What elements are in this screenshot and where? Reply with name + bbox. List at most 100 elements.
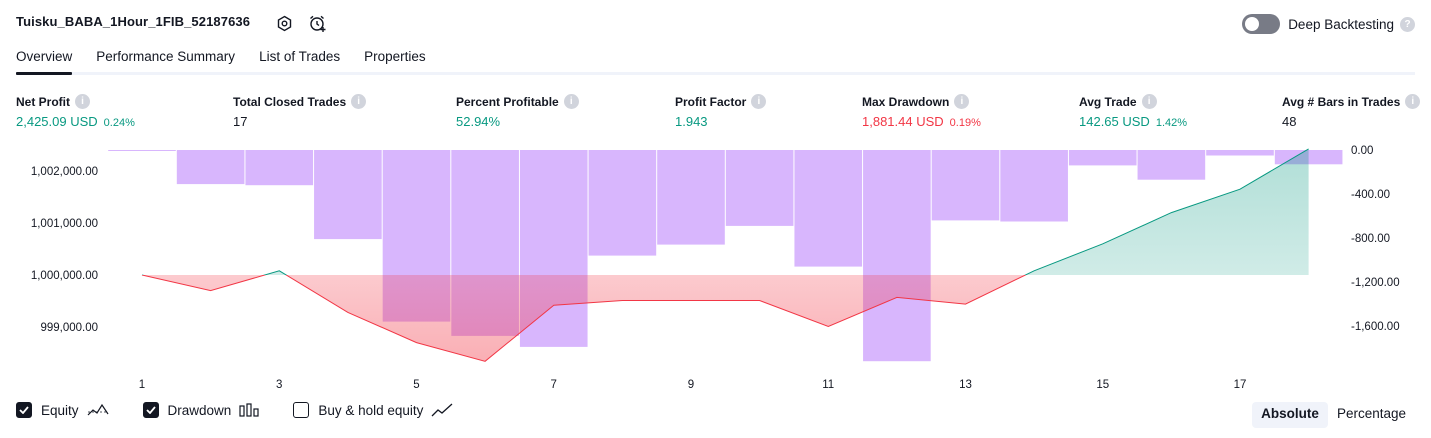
equity-checkbox[interactable]: [16, 402, 32, 418]
drawdown-bar: [314, 150, 382, 240]
metric-label: Total Closed Trades: [233, 94, 347, 109]
buyhold-label: Buy & hold equity: [318, 402, 424, 418]
drawdown-bar: [725, 150, 794, 226]
right-axis-tick: 0.00: [1351, 145, 1373, 157]
help-icon[interactable]: ?: [1400, 16, 1415, 32]
drawdown-bar: [108, 150, 176, 151]
metric-label: Profit Factor: [675, 94, 747, 109]
metric-value: 48: [1282, 114, 1297, 129]
x-axis-tick: 13: [959, 379, 972, 391]
metric-avg-trade: Avg Trade i 142.65 USD 1.42%: [1079, 94, 1187, 129]
bar-chart-icon: [239, 403, 259, 417]
equity-line-down: [141, 275, 1027, 362]
add-alert-icon[interactable]: [308, 14, 327, 33]
left-axis-tick: 1,001,000.00: [31, 218, 98, 230]
drawdown-bar: [176, 150, 245, 185]
settings-icon[interactable]: [276, 15, 293, 32]
metric-value: 17: [233, 114, 248, 129]
metric-label: Percent Profitable: [456, 94, 559, 109]
left-axis-tick: 999,000.00: [40, 322, 98, 334]
info-icon[interactable]: i: [954, 94, 970, 109]
info-icon[interactable]: i: [751, 94, 767, 109]
percentage-button[interactable]: Percentage: [1336, 406, 1406, 421]
drawdown-label: Drawdown: [167, 402, 232, 418]
buyhold-checkbox[interactable]: [293, 402, 310, 418]
right-axis-tick: -1,200.00: [1351, 277, 1400, 289]
info-icon[interactable]: i: [75, 94, 90, 109]
equity-label: Equity: [41, 402, 79, 418]
x-axis-tick: 15: [1096, 379, 1109, 391]
metric-value: 142.65 USD: [1079, 114, 1150, 129]
deep-backtesting-toggle[interactable]: [1242, 14, 1281, 34]
drawdown-bar: [245, 150, 314, 186]
right-axis-tick: -800.00: [1351, 233, 1390, 245]
x-axis-tick: 9: [688, 379, 694, 391]
drawdown-bar: [1274, 150, 1343, 165]
metric-percent: 0.24%: [103, 117, 135, 129]
drawdown-bar: [1137, 150, 1206, 180]
drawdown-bar: [657, 150, 725, 245]
drawdown-bars: [108, 150, 1343, 362]
equity-line-up: [142, 148, 1309, 275]
x-axis-tick: 3: [276, 379, 282, 391]
drawdown-bar: [863, 150, 931, 362]
chart-legend: Equity Drawdown Buy & hold equity: [16, 402, 487, 418]
equity-toggle[interactable]: Equity: [16, 402, 109, 418]
equity-series: [141, 148, 1309, 362]
tab-bar: Overview Performance Summary List of Tra…: [16, 48, 450, 76]
strategy-title: Tuisku_BABA_1Hour_1FIB_52187636: [16, 14, 251, 29]
metric-label: Net Profit: [16, 94, 70, 109]
drawdown-toggle[interactable]: Drawdown: [142, 402, 260, 418]
metric-label: Max Drawdown: [862, 94, 950, 109]
drawdown-bar: [794, 150, 863, 267]
chart-axes: 1,002,000.00 1,001,000.00 1,000,000.00 999,…: [31, 145, 1400, 391]
tab-performance-summary[interactable]: Performance Summary: [96, 49, 236, 64]
metric-value: 52.94%: [456, 114, 501, 129]
equity-line-icon: [87, 403, 109, 417]
right-axis-tick: -1,600.00: [1351, 321, 1400, 333]
value-mode-switch: Absolute Percentage: [1252, 402, 1415, 428]
metric-label: Avg # Bars in Trades: [1282, 94, 1401, 109]
equity-area-down: [142, 275, 1309, 362]
metric-value: 1,881.44 USD: [862, 114, 944, 129]
left-axis-tick: 1,000,000.00: [31, 270, 98, 282]
metric-percent: 0.19%: [949, 117, 981, 129]
tab-overview[interactable]: Overview: [16, 48, 73, 76]
tab-list-of-trades[interactable]: List of Trades: [259, 49, 341, 64]
info-icon[interactable]: i: [1141, 94, 1157, 109]
deep-backtesting-label: Deep Backtesting: [1288, 16, 1394, 32]
left-axis-tick: 1,002,000.00: [31, 166, 98, 178]
metric-percent-profitable: Percent Profitable i 52.94%: [456, 94, 579, 129]
line-chart-icon: [431, 403, 453, 417]
x-axis-tick: 1: [139, 379, 145, 391]
metric-value: 1.943: [675, 114, 708, 129]
drawdown-bar: [588, 150, 657, 256]
info-icon[interactable]: i: [1405, 94, 1421, 109]
right-axis-tick: -400.00: [1351, 189, 1390, 201]
metric-profit-factor: Profit Factor i 1.943: [675, 94, 767, 129]
metric-percent: 1.42%: [1155, 117, 1188, 129]
drawdown-bar: [1206, 150, 1274, 156]
metric-net-profit: Net Profit i 2,425.09 USD 0.24%: [16, 94, 135, 129]
metric-label: Avg Trade: [1079, 94, 1137, 109]
tab-divider: [16, 72, 1415, 75]
drawdown-bar: [1000, 150, 1068, 222]
equity-area-up: [142, 148, 1309, 275]
x-axis-tick: 17: [1234, 379, 1247, 391]
absolute-button[interactable]: Absolute: [1252, 402, 1328, 428]
x-axis-tick: 11: [822, 379, 834, 391]
tab-properties[interactable]: Properties: [364, 49, 426, 64]
metric-total-closed-trades: Total Closed Trades i 17: [233, 94, 367, 129]
metric-value: 2,425.09 USD: [16, 114, 98, 129]
metric-avg-bars: Avg # Bars in Trades i 48: [1282, 94, 1421, 129]
info-icon[interactable]: i: [351, 94, 367, 109]
deep-backtesting-control: Deep Backtesting ?: [1242, 14, 1415, 34]
drawdown-bar: [931, 150, 1000, 221]
drawdown-bar: [1068, 150, 1137, 166]
buyhold-toggle[interactable]: Buy & hold equity: [293, 402, 453, 418]
equity-drawdown-chart[interactable]: 1,002,000.00 1,001,000.00 1,000,000.00 999,…: [0, 0, 1431, 400]
metric-max-drawdown: Max Drawdown i 1,881.44 USD 0.19%: [862, 94, 981, 129]
info-icon[interactable]: i: [563, 94, 579, 109]
x-axis-tick: 7: [551, 379, 557, 391]
drawdown-checkbox[interactable]: [142, 402, 159, 418]
